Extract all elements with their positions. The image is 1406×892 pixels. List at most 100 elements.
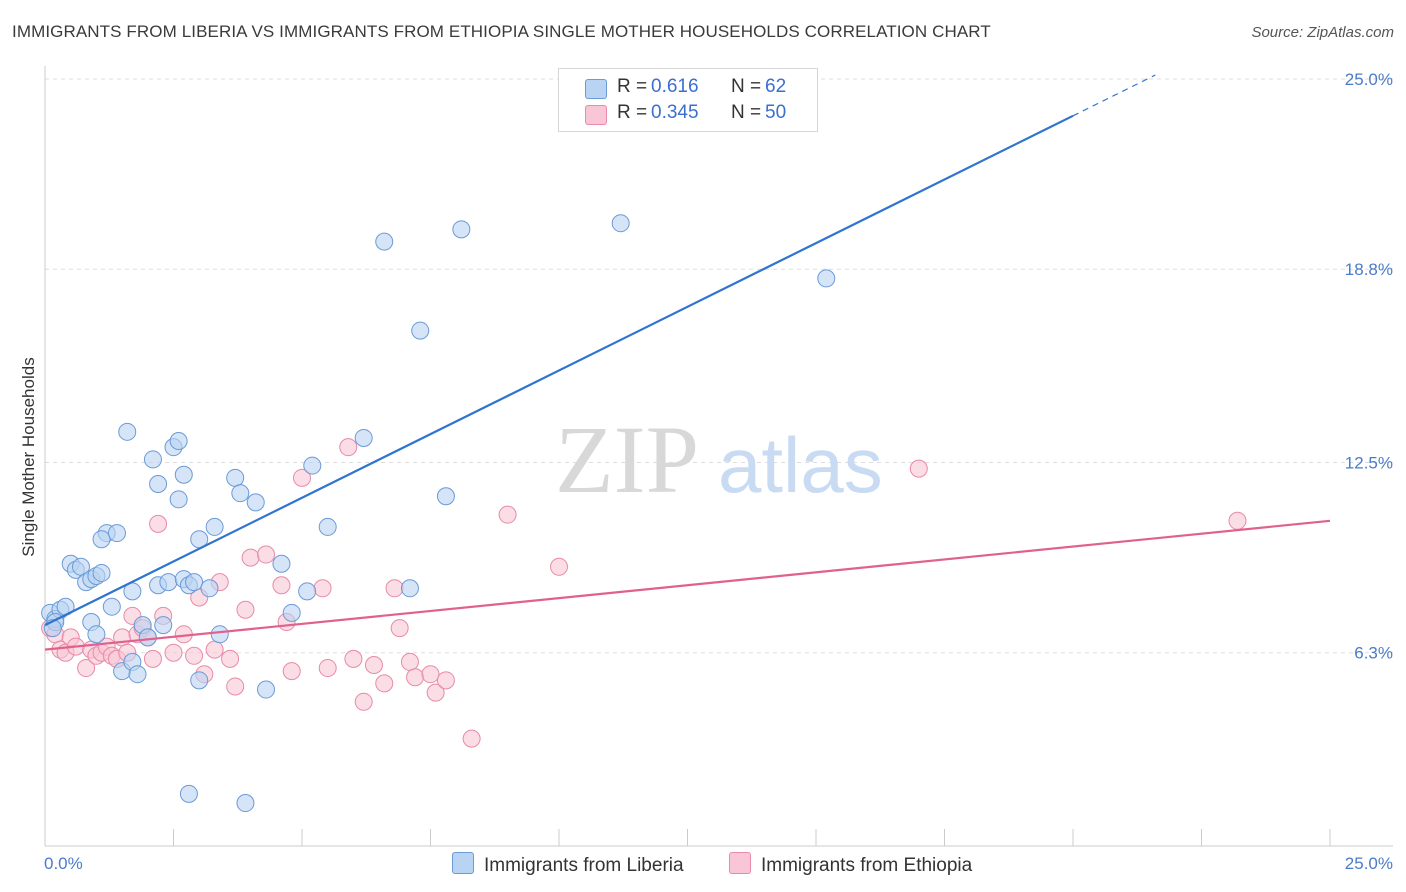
watermark: ZIP atlas [555,406,883,513]
ethiopia-point[interactable] [149,514,168,533]
liberia-point[interactable] [817,269,836,288]
liberia-point[interactable] [354,428,373,447]
ethiopia-point[interactable] [77,659,96,678]
legend-n-label: N = [731,102,762,123]
bottom-legend-ethiopia[interactable]: Immigrants from Ethiopia [729,852,972,877]
ethiopia-point[interactable] [282,662,301,681]
liberia-point[interactable] [190,671,209,690]
data-points [41,214,1247,813]
ethiopia-point[interactable] [436,671,455,690]
liberia-point[interactable] [400,579,419,598]
liberia-point[interactable] [138,628,157,647]
liberia-point[interactable] [169,490,188,509]
ethiopia-point[interactable] [462,729,481,748]
ethiopia-point[interactable] [185,646,204,665]
liberia-point[interactable] [236,794,255,813]
ethiopia-point[interactable] [221,649,240,668]
ethiopia-point[interactable] [385,579,404,598]
ethiopia-point[interactable] [344,649,363,668]
liberia-point[interactable] [205,517,224,536]
legend-n-value: 50 [765,102,787,123]
liberia-point[interactable] [282,603,301,622]
liberia-point[interactable] [452,220,471,239]
bottom-legend-label-liberia: Immigrants from Liberia [484,855,684,876]
liberia-point[interactable] [231,484,250,503]
liberia-point[interactable] [179,784,198,803]
liberia-point[interactable] [149,474,168,493]
liberia-point[interactable] [611,214,630,233]
liberia-point[interactable] [92,530,111,549]
ethiopia-point[interactable] [272,576,291,595]
correlation-legend: R = 0.616 N = 62 R = 0.345 N = 50 [558,68,818,132]
trend-lines [44,74,1331,651]
liberia-point[interactable] [246,493,265,512]
y-tick-label: 25.0% [1345,70,1393,89]
ethiopia-point[interactable] [236,600,255,619]
ethiopia-point[interactable] [205,640,224,659]
liberia-point[interactable] [174,465,193,484]
ethiopia-point[interactable] [390,619,409,638]
liberia-point[interactable] [154,616,173,635]
liberia-point[interactable] [200,579,219,598]
liberia-point[interactable] [87,625,106,644]
y-tick-label: 12.5% [1345,454,1393,473]
chart-title: IMMIGRANTS FROM LIBERIA VS IMMIGRANTS FR… [12,22,991,41]
legend-swatch-ethiopia [585,105,607,125]
liberia-point[interactable] [318,517,337,536]
ethiopia-point[interactable] [339,438,358,457]
source-label: Source: ZipAtlas.com [1251,24,1394,41]
liberia-point[interactable] [143,450,162,469]
liberia-point[interactable] [169,432,188,451]
ethiopia-point[interactable] [354,692,373,711]
ethiopia-point[interactable] [257,545,276,564]
bottom-legend-liberia[interactable]: Immigrants from Liberia [452,852,684,877]
grid-lines [45,78,1393,654]
liberia-trend-extension [1072,74,1156,117]
liberia-point[interactable] [375,232,394,251]
liberia-point[interactable] [226,468,245,487]
ethiopia-point[interactable] [421,665,440,684]
ethiopia-point[interactable] [498,505,517,524]
ethiopia-trend-line [44,519,1331,651]
watermark-zip: ZIP [555,406,699,513]
legend-n-value: 62 [765,76,787,97]
ethiopia-point[interactable] [364,655,383,674]
ethiopia-point[interactable] [318,659,337,678]
liberia-point[interactable] [257,680,276,699]
ethiopia-point[interactable] [400,652,419,671]
liberia-point[interactable] [185,573,204,592]
liberia-point[interactable] [102,597,121,616]
liberia-trend-line [44,114,1074,627]
liberia-point[interactable] [118,422,137,441]
ethiopia-point[interactable] [241,548,260,567]
bottom-legend-swatch-ethiopia [729,852,751,874]
ethiopia-point[interactable] [406,668,425,687]
bottom-legend-label-ethiopia: Immigrants from Ethiopia [761,855,973,876]
liberia-point[interactable] [92,563,111,582]
ethiopia-point[interactable] [426,683,445,702]
ethiopia-point[interactable] [293,468,311,487]
y-axis-title: Single Mother Households [19,357,38,556]
legend-swatch-liberia [585,79,607,99]
liberia-point[interactable] [303,456,322,475]
liberia-point[interactable] [411,321,430,340]
ethiopia-point[interactable] [164,643,183,662]
liberia-point[interactable] [298,582,317,601]
ethiopia-point[interactable] [375,674,394,693]
liberia-point[interactable] [128,665,147,684]
ethiopia-point[interactable] [143,649,162,668]
ethiopia-point[interactable] [226,677,245,696]
ethiopia-point[interactable] [909,459,928,478]
bottom-legend-swatch-liberia [452,852,474,874]
ethiopia-point[interactable] [1228,511,1247,530]
liberia-point[interactable] [159,573,178,592]
liberia-point[interactable] [210,625,229,644]
liberia-point[interactable] [107,524,126,543]
legend-r-value: 0.345 [651,102,699,123]
ethiopia-point[interactable] [550,557,568,576]
ethiopia-point[interactable] [313,579,332,598]
liberia-point[interactable] [272,554,291,573]
liberia-point[interactable] [436,487,455,506]
tick-labels: 6.3% 12.5% 18.8% 25.0% 0.0% 25.0% [44,70,1393,873]
